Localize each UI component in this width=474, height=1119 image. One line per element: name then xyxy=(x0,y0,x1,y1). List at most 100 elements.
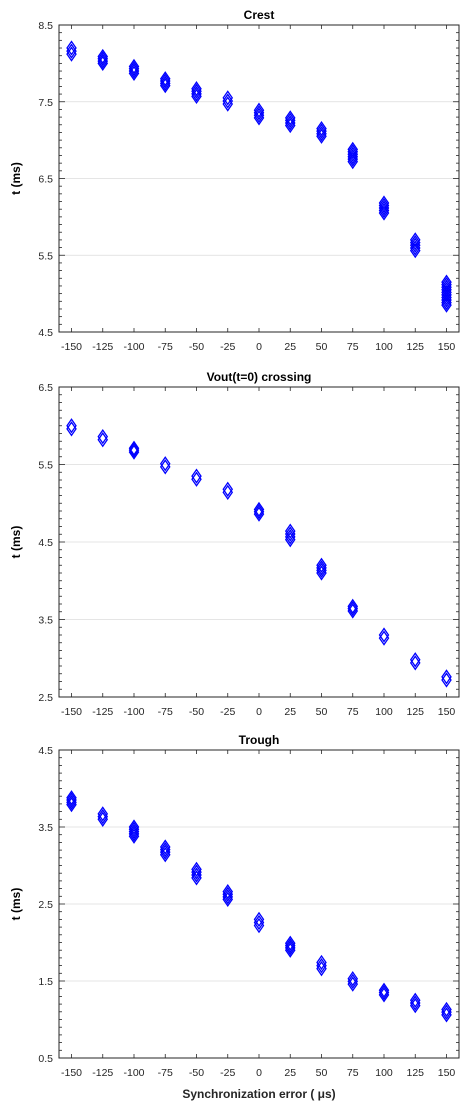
data-point-marker xyxy=(191,471,202,487)
data-point-marker xyxy=(441,289,452,306)
chart-panel-3: 0.5 1.5 2.5 3.5 4.5 -150 -125 -100 -75 -50 -25 0 25 5… xyxy=(9,733,460,1101)
data-point-marker xyxy=(441,1001,452,1018)
data-point-marker xyxy=(316,557,327,573)
data-point-marker xyxy=(66,792,77,808)
data-point-marker xyxy=(191,870,202,886)
x-tick-label: 25 xyxy=(284,706,296,718)
data-point-marker xyxy=(128,63,140,79)
x-tick-label: 0 xyxy=(256,706,262,718)
x-tick-label: 50 xyxy=(316,706,328,718)
data-point-marker xyxy=(159,456,171,472)
data-point-marker xyxy=(441,1007,452,1023)
data-point-marker xyxy=(253,506,265,522)
x-tick-label: -25 xyxy=(220,706,235,718)
data-point-marker xyxy=(159,459,171,475)
chart-panel-1: 4.5 5.5 6.5 7.5 8.5 -150 -125 -100 -75 -50 -25 0 25 5… xyxy=(9,8,460,353)
data-point-marker xyxy=(316,562,327,579)
data-point-marker xyxy=(222,884,234,900)
y-tick-label: 7.5 xyxy=(38,97,53,109)
data-point-marker xyxy=(347,973,359,990)
data-point-marker xyxy=(284,532,296,548)
x-tick-label: -125 xyxy=(92,706,113,718)
data-point-marker xyxy=(409,652,421,668)
data-point-marker xyxy=(284,935,296,951)
y-tick-label: 4.5 xyxy=(38,327,53,339)
data-point-marker xyxy=(284,117,296,134)
x-axis-label: Synchronization error ( μs) xyxy=(182,1087,335,1101)
chart-title: Crest xyxy=(244,8,275,22)
data-point-marker xyxy=(191,83,202,99)
y-axis-label: t (ms) xyxy=(9,162,23,195)
data-point-marker xyxy=(441,1004,452,1020)
data-series-1 xyxy=(66,790,452,1023)
data-point-marker xyxy=(284,529,296,545)
data-point-marker xyxy=(284,523,296,539)
y-tick-label: 2.5 xyxy=(38,899,53,911)
data-point-marker xyxy=(316,126,327,142)
x-tick-label: 100 xyxy=(375,1067,393,1079)
y-tick-label: 5.5 xyxy=(38,250,53,262)
x-tick-label: 75 xyxy=(347,341,359,353)
data-point-marker xyxy=(378,202,390,219)
y-tick-label: 6.5 xyxy=(38,382,53,394)
x-tick-label: 150 xyxy=(438,341,456,353)
data-point-marker xyxy=(222,484,234,501)
data-point-marker xyxy=(378,982,390,998)
x-tick-label: 125 xyxy=(406,706,424,718)
x-tick-label: -50 xyxy=(189,706,204,718)
data-point-marker xyxy=(222,891,234,908)
x-tick-label: 150 xyxy=(438,1067,456,1079)
data-point-marker xyxy=(316,120,327,137)
data-point-marker xyxy=(253,105,265,121)
data-point-marker xyxy=(66,418,77,434)
x-tick-label: 125 xyxy=(406,341,424,353)
data-point-marker xyxy=(284,942,296,958)
y-tick-label: 6.5 xyxy=(38,174,53,186)
data-point-marker xyxy=(347,144,359,160)
data-point-marker xyxy=(128,823,140,840)
data-point-marker xyxy=(316,565,327,581)
data-point-marker xyxy=(66,797,77,813)
data-point-marker xyxy=(347,151,359,167)
data-point-marker xyxy=(191,861,202,877)
chart-panel-2: 2.5 3.5 4.5 5.5 6.5 -150 -125 -100 -75 -50 -25 0 25 5… xyxy=(9,370,460,718)
data-point-marker xyxy=(284,112,296,129)
data-point-marker xyxy=(441,672,452,688)
data-point-marker xyxy=(66,790,77,806)
data-point-marker xyxy=(128,819,140,835)
data-point-marker xyxy=(66,794,77,811)
y-tick-label: 8.5 xyxy=(38,20,53,32)
data-point-marker xyxy=(253,504,265,520)
data-point-marker xyxy=(253,107,265,123)
data-point-marker xyxy=(97,808,109,825)
data-point-marker xyxy=(191,864,202,880)
x-tick-label: 0 xyxy=(256,1067,262,1079)
data-point-marker xyxy=(284,110,296,126)
data-point-marker xyxy=(97,51,109,67)
data-point-marker xyxy=(97,53,109,69)
data-point-marker xyxy=(253,914,265,931)
x-tick-label: -75 xyxy=(158,341,173,353)
x-tick-label: 100 xyxy=(375,706,393,718)
data-point-marker xyxy=(222,93,234,109)
x-tick-label: 25 xyxy=(284,1067,296,1079)
data-point-marker xyxy=(253,110,265,126)
y-tick-label: 0.5 xyxy=(38,1053,53,1065)
data-point-marker xyxy=(128,61,140,77)
data-point-marker xyxy=(159,844,171,860)
x-tick-label: -125 xyxy=(92,341,113,353)
chart-title: Trough xyxy=(239,733,280,747)
data-point-marker xyxy=(316,128,327,144)
data-point-marker xyxy=(347,153,359,170)
data-point-marker xyxy=(191,88,202,105)
data-point-marker xyxy=(191,81,202,97)
x-tick-label: 50 xyxy=(316,341,328,353)
y-tick-label: 3.5 xyxy=(38,822,53,834)
data-point-marker xyxy=(441,669,452,685)
data-point-marker xyxy=(159,71,171,87)
y-tick-label: 5.5 xyxy=(38,460,53,472)
data-point-marker xyxy=(66,421,77,437)
data-point-marker xyxy=(97,48,109,65)
data-point-marker xyxy=(159,77,171,94)
